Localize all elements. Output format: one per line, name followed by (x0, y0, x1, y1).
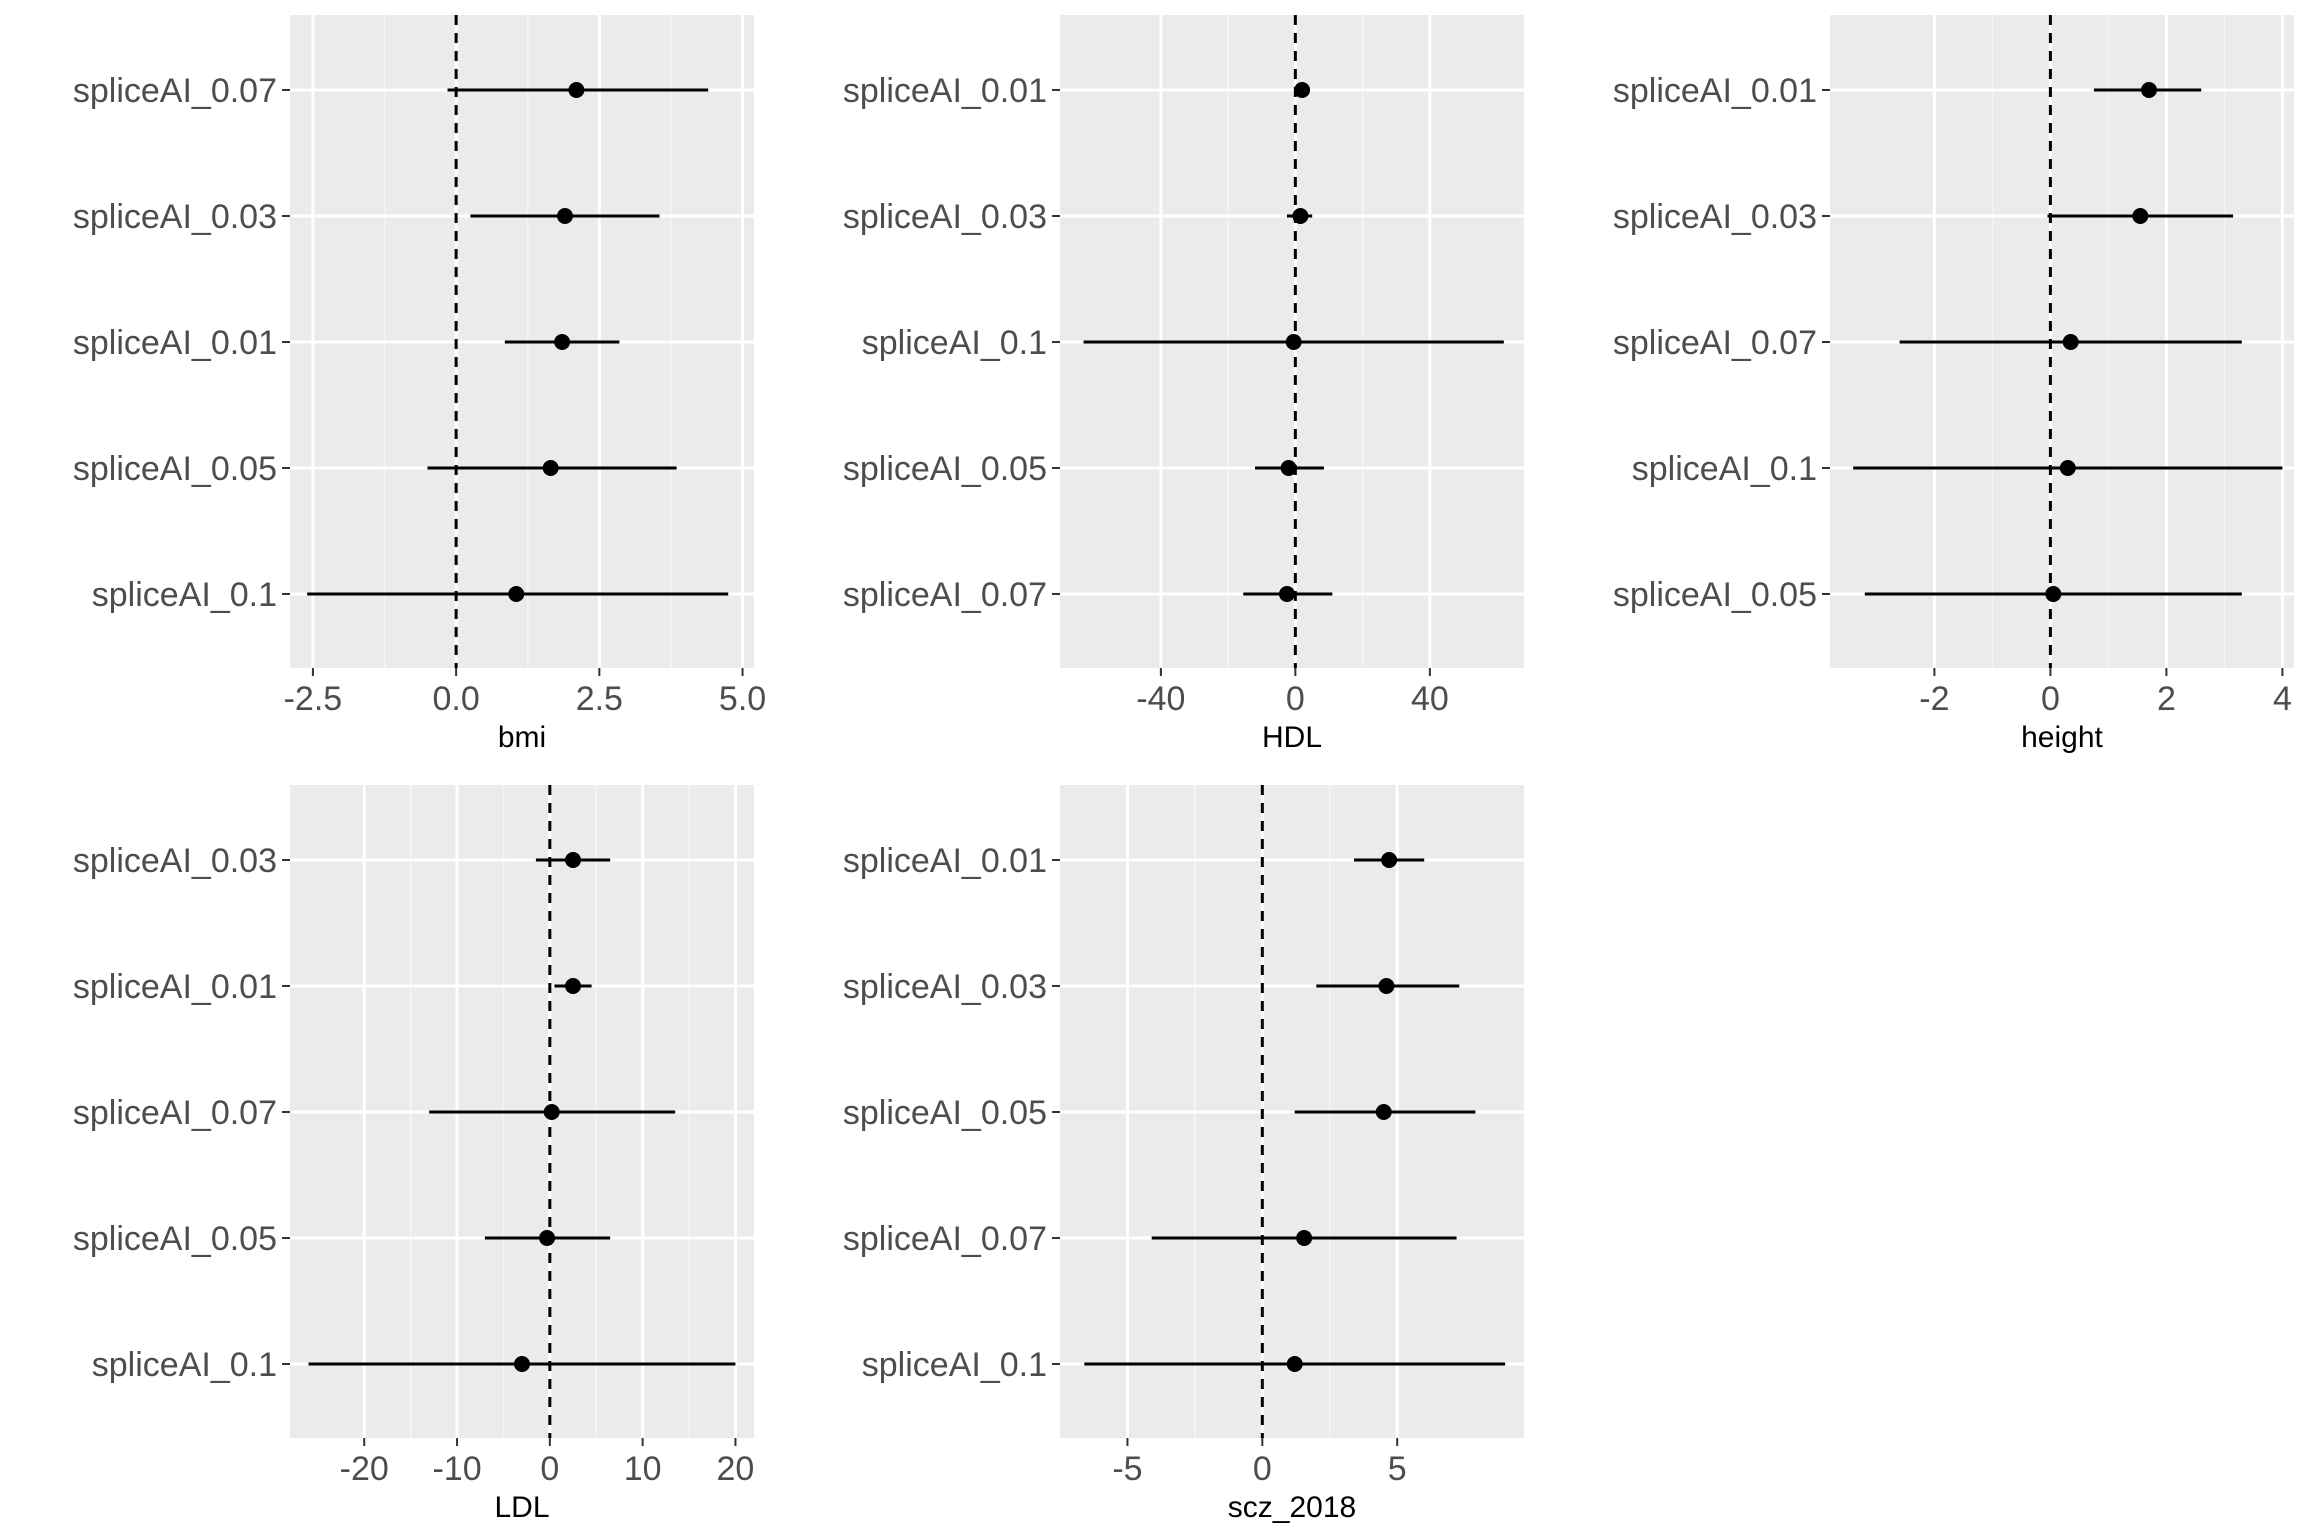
x-tick-label: 20 (717, 1450, 755, 1488)
x-tick-label: -5 (1112, 1450, 1142, 1488)
point-estimate (1278, 586, 1295, 602)
point-estimate (1285, 334, 1302, 350)
y-tick-label: spliceAI_0.03 (73, 842, 277, 880)
point-estimate (565, 852, 582, 868)
y-tick-label: spliceAI_0.05 (73, 450, 277, 488)
x-tick-label: 40 (1411, 680, 1449, 718)
x-tick-label: 0 (1286, 680, 1305, 718)
x-tick-label: -2 (1919, 680, 1949, 718)
y-tick-label: spliceAI_0.1 (862, 324, 1047, 362)
x-axis-title: height (2021, 721, 2103, 754)
y-tick-label: spliceAI_0.1 (862, 1346, 1047, 1384)
y-tick-label: spliceAI_0.07 (1613, 324, 1817, 362)
y-tick-label: spliceAI_0.07 (843, 576, 1047, 614)
y-tick-label: spliceAI_0.01 (73, 968, 277, 1006)
x-tick-label: -10 (432, 1450, 481, 1488)
x-axis-title: LDL (494, 1491, 549, 1524)
point-estimate (1381, 852, 1398, 868)
point-estimate (2059, 460, 2076, 476)
forest-panel-bmi: spliceAI_0.07 spliceAI_0.03 spliceAI_0.01s… (73, 15, 766, 754)
x-tick-label: 5 (1388, 1450, 1407, 1488)
x-tick-label: 2.5 (576, 680, 623, 718)
x-axis-title: bmi (498, 721, 546, 754)
point-estimate (508, 586, 525, 602)
x-tick-label: 0 (1253, 1450, 1272, 1488)
x-tick-label: -40 (1136, 680, 1185, 718)
x-tick-label: 0 (540, 1450, 559, 1488)
point-estimate (554, 334, 571, 350)
point-estimate (2141, 82, 2157, 98)
y-tick-label: spliceAI_0.01 (1613, 72, 1817, 110)
x-tick-label: 4 (2273, 680, 2292, 718)
y-tick-label: spliceAI_0.01 (73, 324, 277, 362)
point-estimate (1286, 1356, 1303, 1372)
y-tick-label: spliceAI_0.01 (843, 842, 1047, 880)
x-axis-title: scz_2018 (1228, 1491, 1356, 1524)
forest-panel-HDL: spliceAI_0.01 spliceAI_0.03 spliceAI_0.1sp… (843, 15, 1524, 754)
y-tick-label: spliceAI_0.1 (92, 576, 277, 614)
point-estimate (2045, 586, 2062, 602)
y-tick-label: spliceAI_0.07 (73, 1094, 277, 1132)
point-estimate (2132, 208, 2149, 224)
y-tick-label: spliceAI_0.01 (843, 72, 1047, 110)
y-tick-label: spliceAI_0.1 (1632, 450, 1817, 488)
point-estimate (1375, 1104, 1392, 1120)
forest-panel-scz_2018: spliceAI_0.01 spliceAI_0.03 spliceAI_0.05s… (843, 785, 1524, 1524)
point-estimate (556, 208, 573, 224)
x-tick-label: 5.0 (719, 680, 766, 718)
x-tick-label: 0 (2041, 680, 2060, 718)
x-axis-title: HDL (1262, 721, 1322, 754)
y-tick-label: spliceAI_0.05 (843, 450, 1047, 488)
x-tick-label: -20 (340, 1450, 389, 1488)
y-tick-label: spliceAI_0.1 (92, 1346, 277, 1384)
point-estimate (539, 1230, 556, 1246)
y-tick-label: spliceAI_0.05 (1613, 576, 1817, 614)
y-tick-label: spliceAI_0.03 (843, 968, 1047, 1006)
point-estimate (1292, 208, 1309, 224)
x-tick-label: -2.5 (284, 680, 343, 718)
point-estimate (1294, 82, 1311, 98)
y-tick-label: spliceAI_0.05 (843, 1094, 1047, 1132)
point-estimate (514, 1356, 530, 1372)
point-estimate (542, 460, 559, 476)
point-estimate (2062, 334, 2079, 350)
x-tick-label: 2 (2157, 680, 2176, 718)
y-tick-label: spliceAI_0.07 (73, 72, 277, 110)
point-estimate (1378, 978, 1395, 994)
point-estimate (543, 1104, 560, 1120)
y-tick-label: spliceAI_0.03 (843, 198, 1047, 236)
point-estimate (1280, 460, 1297, 476)
x-tick-label: 10 (624, 1450, 662, 1488)
y-tick-label: spliceAI_0.05 (73, 1220, 277, 1258)
forest-panel-LDL: spliceAI_0.03 spliceAI_0.01 spliceAI_0.07s… (73, 785, 754, 1524)
y-tick-label: spliceAI_0.07 (843, 1220, 1047, 1258)
point-estimate (568, 82, 585, 98)
forest-panel-height: spliceAI_0.01 spliceAI_0.03 spliceAI_0.07s… (1613, 15, 2294, 754)
point-estimate (1296, 1230, 1313, 1246)
y-tick-label: spliceAI_0.03 (73, 198, 277, 236)
x-tick-label: 0.0 (432, 680, 479, 718)
point-estimate (565, 978, 582, 994)
y-tick-label: spliceAI_0.03 (1613, 198, 1817, 236)
